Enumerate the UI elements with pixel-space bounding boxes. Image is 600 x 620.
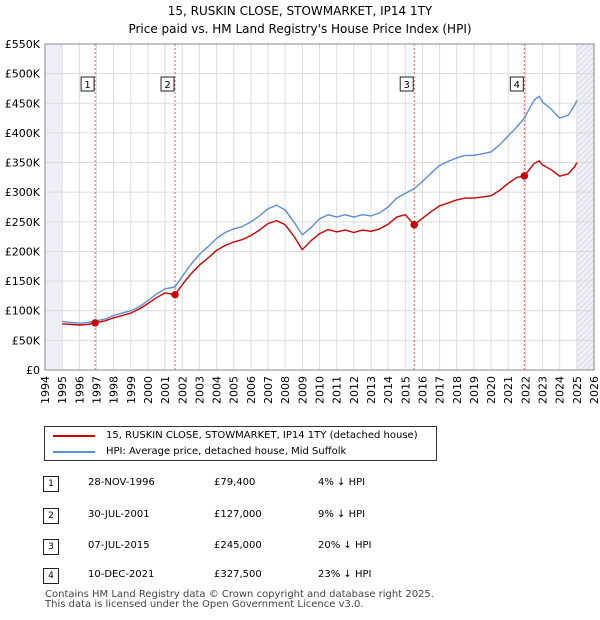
legend-swatch-property [53, 435, 95, 437]
x-tick-label: 2023 [537, 376, 550, 404]
sale-point-3 [410, 221, 418, 229]
sale-point-2 [171, 290, 179, 299]
x-tick-label: 2001 [159, 376, 172, 404]
sale-date: 10-DEC-2021 [88, 569, 155, 580]
sale-date: 07-JUL-2015 [88, 540, 150, 551]
sale-row-2: 2 30-JUL-2001 £127,000 9% ↓ HPI [0, 507, 420, 527]
x-tick-label: 2010 [314, 376, 327, 404]
x-tick-label: 1996 [73, 376, 86, 404]
sale-row-3: 3 07-JUL-2015 £245,000 20% ↓ HPI [0, 538, 420, 558]
sale-hpi-diff: 23% ↓ HPI [318, 569, 372, 580]
sale-badge-label-3: 3 [404, 80, 410, 91]
sale-badge-box-1 [80, 76, 95, 92]
sale-badge-box-4 [509, 76, 524, 92]
x-tick-label: 2004 [211, 376, 224, 404]
series-line-property [62, 160, 578, 326]
chart-title-line1: 15, RUSKIN CLOSE, STOWMARKET, IP14 1TY [167, 4, 433, 18]
x-tick-label: 1999 [125, 376, 138, 404]
x-tick-label: 2008 [279, 376, 292, 404]
x-tick-label: 2014 [382, 376, 395, 404]
sale-price: £327,500 [214, 569, 262, 580]
x-tick-label: 2007 [262, 376, 275, 404]
series-line-hpi [62, 95, 578, 324]
sale-hpi-diff: 20% ↓ HPI [318, 540, 372, 551]
chart-legend: 15, RUSKIN CLOSE, STOWMARKET, IP14 1TY (… [44, 426, 437, 461]
x-tick-label: 2011 [331, 376, 344, 404]
y-tick-label: £200K [5, 245, 41, 258]
y-tick-label: £250K [5, 216, 41, 229]
x-tick-label: 2015 [399, 376, 412, 404]
legend-label-property: 15, RUSKIN CLOSE, STOWMARKET, IP14 1TY (… [106, 430, 418, 441]
x-tick-label: 2002 [176, 376, 189, 404]
y-tick-label: £550K [5, 38, 41, 51]
y-tick-label: £500K [5, 68, 41, 81]
sale-hpi-diff: 4% ↓ HPI [318, 477, 366, 488]
x-tick-label: 2021 [502, 376, 515, 404]
x-tick-label: 2003 [193, 376, 206, 404]
sale-date: 30-JUL-2001 [88, 509, 150, 520]
x-tick-label: 2024 [554, 376, 567, 404]
x-tick-label: 2005 [228, 376, 241, 404]
x-tick-label: 2026 [588, 376, 600, 404]
attribution-line-2: This data is licensed under the Open Gov… [45, 599, 364, 610]
y-tick-label: £100K [5, 305, 41, 318]
y-tick-label: £400K [5, 127, 41, 140]
x-tick-label: 1997 [90, 376, 103, 404]
x-tick-label: 2025 [571, 376, 584, 404]
legend-label-hpi: HPI: Average price, detached house, Mid … [106, 446, 347, 457]
future-hatch [576, 44, 594, 370]
shaded-span-0 [45, 44, 63, 370]
x-tick-label: 2018 [451, 376, 464, 404]
sale-price: £127,000 [214, 509, 262, 520]
sale-badge-label-2: 2 [164, 80, 170, 91]
sale-marker-badge: 4 [43, 568, 59, 584]
sale-row-4: 4 10-DEC-2021 £327,500 23% ↓ HPI [0, 567, 420, 587]
y-tick-label: £450K [5, 97, 41, 110]
sale-marker-badge: 1 [43, 476, 59, 492]
attribution-line-1: Contains HM Land Registry data © Crown c… [45, 589, 434, 600]
x-tick-label: 1994 [39, 376, 52, 404]
sale-badge-box-2 [160, 76, 175, 92]
sale-marker-badge: 2 [43, 508, 59, 524]
plot-frame [44, 43, 595, 371]
legend-swatch-hpi [53, 451, 95, 453]
price-chart: £0 £50K £100K £150K £200K £250K £300K £350K £400… [5, 38, 600, 404]
sale-point-1 [91, 319, 99, 327]
x-tick-label: 2012 [348, 376, 361, 404]
chart-title-line2: Price paid vs. HM Land Registry's House … [128, 22, 472, 36]
sale-row-1: 1 28-NOV-1996 £79,400 4% ↓ HPI [0, 475, 420, 495]
y-tick-label: £150K [5, 275, 41, 288]
y-tick-label: £350K [5, 157, 41, 170]
x-tick-label: 2013 [365, 376, 378, 404]
y-tick-label: £50K [12, 334, 41, 347]
sale-price: £79,400 [214, 477, 256, 488]
sale-point-4 [520, 172, 529, 180]
sale-date: 28-NOV-1996 [88, 477, 155, 488]
sale-badge-box-3 [399, 76, 414, 92]
x-tick-label: 2019 [468, 376, 481, 404]
attribution-footer: Contains HM Land Registry data © Crown c… [45, 590, 434, 610]
x-tick-label: 2000 [142, 376, 155, 404]
sale-price: £245,000 [214, 540, 262, 551]
x-tick-label: 2017 [434, 376, 447, 404]
x-tick-label: 2020 [485, 376, 498, 404]
y-tick-label: £300K [5, 186, 41, 199]
x-tick-label: 1995 [56, 376, 69, 404]
x-tick-label: 2016 [416, 376, 429, 404]
x-tick-label: 1998 [108, 376, 121, 404]
x-tick-label: 2006 [245, 376, 258, 404]
sale-marker-badge: 3 [43, 539, 59, 555]
sale-badge-label-4: 4 [514, 80, 520, 91]
sale-badge-label-1: 1 [84, 80, 90, 91]
sale-hpi-diff: 9% ↓ HPI [318, 509, 366, 520]
y-tick-label: £0 [26, 364, 40, 377]
x-tick-label: 2022 [519, 376, 532, 404]
x-tick-label: 2009 [296, 376, 309, 404]
